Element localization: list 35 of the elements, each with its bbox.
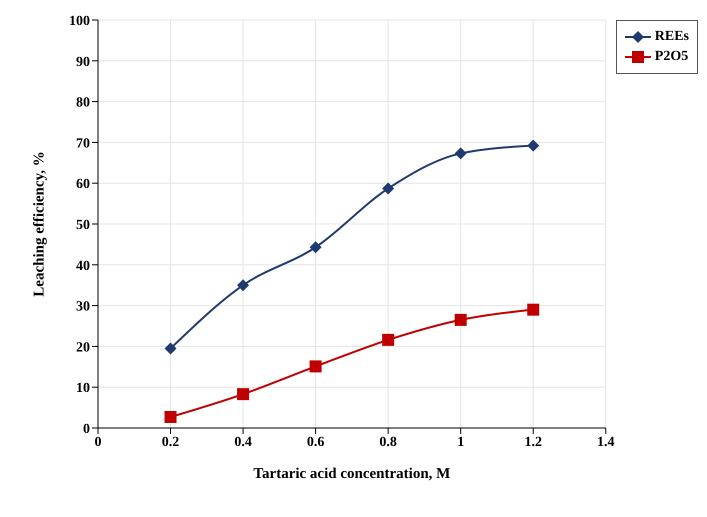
x-tick-label: 0 <box>94 434 102 450</box>
point <box>164 410 177 423</box>
y-tick-label: 40 <box>76 258 90 274</box>
y-tick-label: 100 <box>69 14 90 29</box>
y-tick-label: 80 <box>76 96 90 111</box>
point <box>237 388 250 400</box>
point <box>310 360 322 372</box>
y-tick-label: 70 <box>76 136 90 152</box>
x-tick-label: 0.4 <box>234 434 252 450</box>
point <box>382 334 394 346</box>
y-tick-label: 60 <box>76 177 90 192</box>
point <box>454 147 467 160</box>
point <box>164 342 177 354</box>
x-tick-label: 1.4 <box>597 434 615 450</box>
point <box>310 241 322 254</box>
y-tick-label: 0 <box>83 422 90 437</box>
x-tick-label: 0.6 <box>306 434 324 450</box>
point <box>237 279 250 292</box>
y-tick-label: 30 <box>76 300 90 315</box>
point <box>527 140 540 152</box>
x-axis-title: Tartaric acid concentration, M <box>253 466 450 482</box>
point <box>454 314 467 326</box>
point <box>527 304 540 316</box>
point <box>382 182 394 195</box>
x-tick-label: 0.2 <box>162 434 180 450</box>
legend-label: P2O5 <box>654 49 688 65</box>
x-tick-label: 1.2 <box>524 434 542 450</box>
x-tick-label: 0.8 <box>379 434 397 450</box>
y-tick-label: 10 <box>76 381 90 396</box>
legend-label: REEs <box>654 29 689 45</box>
y-tick-label: 50 <box>76 218 90 233</box>
x-tick-label: 1 <box>457 434 464 450</box>
y-tick-label: 90 <box>76 54 90 70</box>
y-tick-label: 20 <box>76 340 90 356</box>
y-axis-title: Leaching efficiency, % <box>31 151 48 297</box>
